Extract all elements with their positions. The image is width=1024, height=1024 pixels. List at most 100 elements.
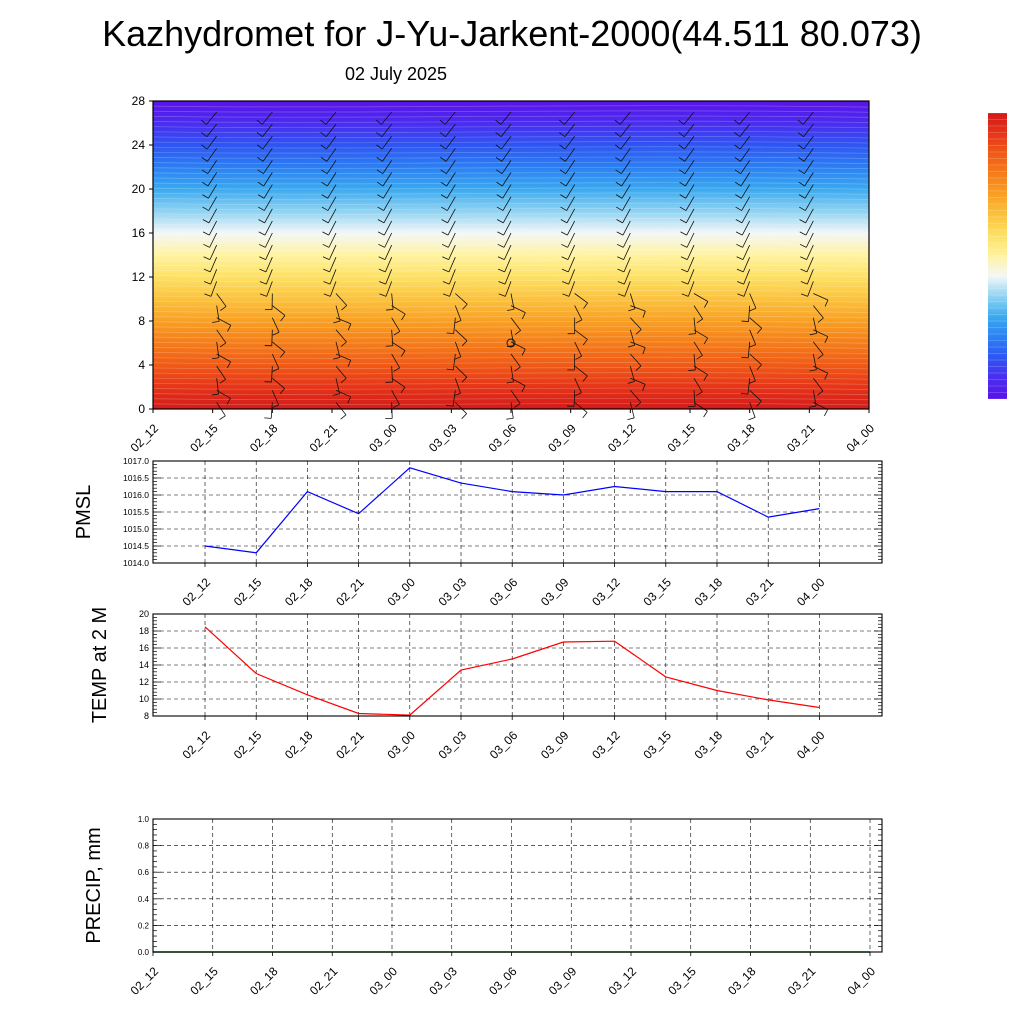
x-tick-label: 03_00 bbox=[366, 421, 400, 455]
x-tick-label: 04_00 bbox=[794, 575, 828, 609]
wind-barb-flag bbox=[321, 219, 329, 224]
wind-barb bbox=[683, 111, 695, 125]
wind-barb-flag bbox=[259, 256, 266, 261]
wind-barb bbox=[749, 365, 756, 382]
wind-barb-flag bbox=[258, 219, 265, 224]
wind-barb-flag bbox=[201, 132, 208, 138]
wind-barb bbox=[630, 377, 646, 385]
wind-barb bbox=[568, 281, 576, 297]
wind-barb-flag bbox=[696, 318, 703, 324]
wind-barb bbox=[335, 317, 351, 325]
wind-barb-flag bbox=[627, 344, 635, 348]
wind-barb bbox=[567, 257, 576, 273]
page-subtitle: 02 July 2025 bbox=[344, 64, 448, 84]
wind-barb bbox=[452, 353, 456, 370]
wind-barb bbox=[623, 269, 631, 285]
wind-barb-flag bbox=[256, 119, 263, 125]
y-tick-label: 4 bbox=[138, 358, 145, 372]
isoline bbox=[152, 141, 870, 144]
wind-barb-flag bbox=[377, 206, 384, 211]
isoline bbox=[152, 356, 870, 360]
wind-barb bbox=[749, 353, 762, 366]
wind-barb bbox=[743, 281, 751, 297]
wind-barb bbox=[210, 281, 218, 297]
wind-barb-flag bbox=[400, 386, 406, 394]
wind-barb-flag bbox=[560, 231, 568, 236]
y-tick-label: 14 bbox=[139, 660, 149, 670]
wind-barb bbox=[216, 378, 220, 395]
wind-barb-flag bbox=[740, 392, 749, 395]
wind-barb bbox=[693, 390, 696, 407]
wind-barb bbox=[383, 196, 393, 211]
wind-barb-flag bbox=[736, 268, 744, 273]
wind-barb-flag bbox=[378, 268, 386, 273]
wind-barb-flag bbox=[271, 404, 279, 409]
wind-barb-flag bbox=[616, 243, 624, 248]
wind-barb bbox=[564, 135, 575, 150]
wind-barb bbox=[335, 389, 351, 398]
isoline bbox=[152, 336, 870, 339]
wind-barb bbox=[747, 378, 751, 395]
wind-barb bbox=[454, 305, 462, 321]
wind-barb bbox=[686, 244, 695, 260]
y-tick-label: 12 bbox=[139, 677, 149, 687]
wind-barb-flag bbox=[378, 243, 385, 248]
wind-barb-flag bbox=[280, 351, 286, 358]
isoline bbox=[152, 182, 870, 185]
wind-barb-flag bbox=[703, 410, 708, 418]
y-tick-label: 0.4 bbox=[138, 895, 150, 904]
x-tick-label: 02_18 bbox=[282, 575, 316, 609]
wind-barb-flag bbox=[322, 256, 330, 261]
wind-barb bbox=[693, 305, 704, 320]
wind-barb-flag bbox=[506, 417, 514, 420]
wind-barb-flag bbox=[575, 355, 582, 360]
wind-barb bbox=[262, 123, 273, 137]
wind-barb-flag bbox=[559, 144, 566, 150]
x-tick-label: 02_15 bbox=[231, 575, 265, 609]
wind-barb-flag bbox=[704, 301, 709, 308]
wind-barb bbox=[381, 135, 392, 150]
wind-barb-flag bbox=[615, 157, 622, 162]
wind-barb bbox=[740, 160, 750, 174]
wind-barb bbox=[329, 257, 337, 273]
y-tick-label: 8 bbox=[144, 711, 149, 721]
wind-barb-flag bbox=[347, 360, 352, 367]
x-tick-label: 03_12 bbox=[606, 964, 640, 998]
x-tick-label: 03_18 bbox=[692, 575, 726, 609]
wind-barb bbox=[209, 257, 218, 273]
wind-barb bbox=[567, 244, 576, 260]
wind-barb-flag bbox=[688, 369, 696, 371]
wind-barb-flag bbox=[201, 181, 209, 187]
wind-barb bbox=[452, 390, 456, 407]
wind-barb bbox=[621, 172, 631, 187]
wind-barb-flag bbox=[615, 194, 623, 199]
wind-barb-flag bbox=[440, 181, 447, 187]
isoline bbox=[152, 362, 870, 365]
wind-barb bbox=[629, 365, 635, 382]
wind-barb-flag bbox=[376, 169, 383, 175]
x-tick-label: 02_18 bbox=[282, 728, 316, 762]
wind-barb-flag bbox=[203, 268, 211, 273]
wind-barb-flag bbox=[219, 379, 226, 384]
isoline bbox=[152, 377, 870, 380]
wind-barb bbox=[208, 184, 218, 199]
wind-barb bbox=[208, 208, 218, 224]
wind-barb bbox=[574, 305, 583, 321]
wind-barb bbox=[684, 135, 695, 150]
wind-barb-flag bbox=[454, 320, 462, 324]
wind-barb-flag bbox=[441, 231, 449, 236]
wind-barb bbox=[384, 232, 393, 248]
wind-barb bbox=[325, 123, 337, 137]
wind-barb-flag bbox=[617, 293, 625, 297]
wind-barb-flag bbox=[401, 313, 406, 321]
wind-barb-flag bbox=[817, 354, 824, 360]
wind-barb-flag bbox=[582, 375, 588, 382]
wind-barb bbox=[265, 244, 273, 260]
x-tick-label: 03_00 bbox=[384, 728, 418, 762]
wind-barb bbox=[384, 257, 393, 273]
wind-barb-flag bbox=[442, 256, 449, 261]
wind-barb bbox=[749, 317, 763, 329]
wind-barb bbox=[687, 269, 695, 285]
wind-barb-flag bbox=[226, 361, 232, 369]
y-tick-label: 20 bbox=[139, 609, 149, 619]
